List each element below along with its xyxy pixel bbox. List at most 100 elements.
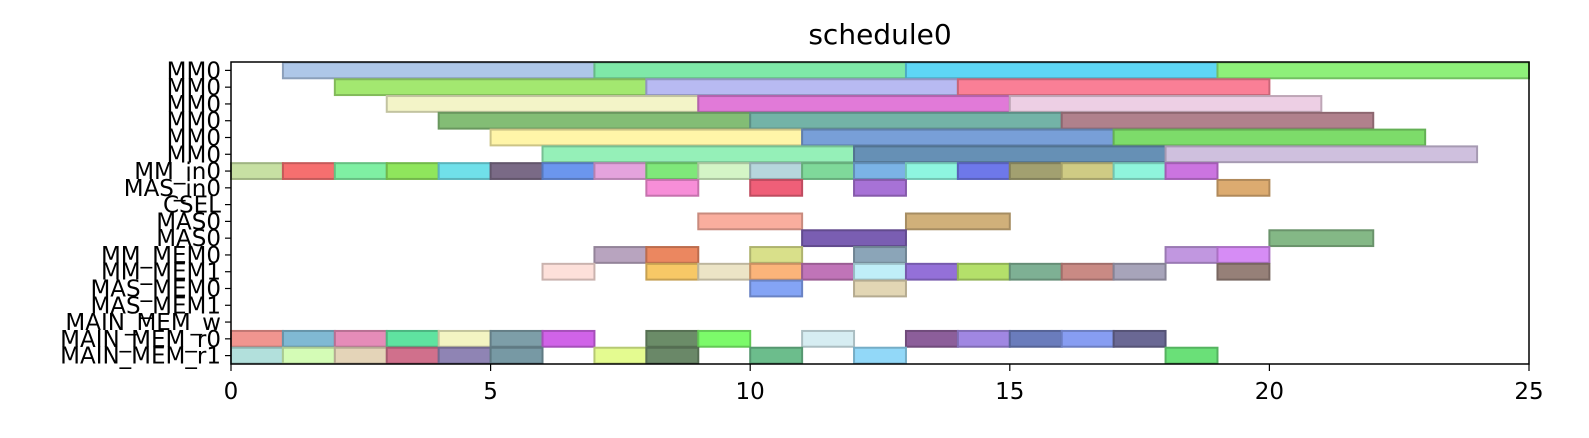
task-bar [437,346,492,365]
task-bar [697,329,752,348]
task-bar [1008,95,1323,113]
chart-title: schedule0 [808,18,951,51]
task-bar [853,162,907,180]
task-bar [593,162,648,180]
task-bar [593,346,648,365]
task-bar [645,246,700,264]
y-tick-label: MM0 [167,58,221,84]
task-bar [853,178,907,197]
y-tick-label: MM_in0 [134,159,221,185]
y-tick-label: MAS0 [156,209,221,235]
task-bar [593,61,907,80]
task-bar [853,262,907,281]
task-bar [1164,346,1219,365]
y-tick-label: MAS0 [156,226,221,252]
task-bar [801,229,907,248]
task-bar [1164,162,1219,180]
task-bar [1112,262,1167,281]
task-bar [281,346,336,365]
task-bar [904,329,959,348]
y-tick-label: MAIN_MEM_r0 [60,327,221,353]
task-bar [1216,61,1530,80]
task-bar [1060,262,1115,281]
task-bar [489,162,544,180]
task-bar [853,246,907,264]
task-bar [853,279,907,298]
task-bar [904,262,959,281]
x-tick-label: 25 [1514,379,1543,405]
task-bar [437,162,492,180]
task-bar [1008,329,1063,348]
task-bar [749,111,1063,130]
task-bar [230,162,284,180]
y-tick-label: MAS_MEM1 [90,293,221,319]
task-bar [333,162,388,180]
task-bar [281,61,596,80]
y-tick-label: MM0 [167,75,221,101]
task-bar [281,329,336,348]
x-tick-label: 15 [995,379,1024,405]
task-bar [853,145,1167,164]
y-axis: MM0MM0MM0MM0MM0MM0MM_in0MAS_in0CSELMAS0M… [60,58,231,370]
task-bar [749,246,804,264]
task-bar [333,78,648,97]
task-bar [801,128,1115,147]
x-tick-label: 0 [224,379,239,405]
y-tick-label: MM0 [167,92,221,118]
bars-layer [230,61,1530,365]
task-bar [1060,162,1115,180]
task-bar [645,262,700,281]
task-bar [697,212,804,231]
y-tick-label: MAIN_MEM_r1 [60,344,221,370]
plot-frame [230,61,1530,365]
task-bar [489,128,804,147]
y-tick-label: MM0 [167,142,221,168]
task-bar [333,346,388,365]
task-bar [1268,229,1375,248]
task-bar [385,162,440,180]
task-bar [1216,262,1271,281]
task-bar [1060,111,1375,130]
task-bar [1112,128,1427,147]
task-bar [437,329,492,348]
task-bar [489,329,544,348]
task-bar [541,145,856,164]
y-tick-label: MM_MEM0 [101,243,221,269]
task-bar [230,346,284,365]
task-bar [749,262,804,281]
y-tick-label: MM_MEM1 [101,260,221,286]
task-bar [1008,162,1063,180]
task-bar [541,262,596,281]
task-bar [1164,145,1479,164]
task-bar [904,61,1219,80]
task-bar [801,262,856,281]
task-bar [645,329,700,348]
task-bar [853,346,907,365]
task-bar [1008,262,1063,281]
task-bar [697,162,752,180]
task-bar [749,178,804,197]
y-tick-label: MM0 [167,109,221,135]
task-bar [281,162,336,180]
task-bar [645,78,959,97]
task-bar [385,329,440,348]
task-bar [1112,162,1167,180]
task-bar [749,346,804,365]
x-tick-label: 10 [736,379,765,405]
task-bar [645,162,700,180]
task-bar [1112,329,1167,348]
task-bar [956,78,1271,97]
task-bar [541,329,596,348]
y-tick-label: MAIN_MEM_w [65,310,221,336]
task-bar [697,95,1011,113]
task-bar [1164,246,1219,264]
task-bar [541,162,596,180]
task-bar [1216,178,1271,197]
y-tick-label: MM0 [167,126,221,152]
task-bar [904,212,1011,231]
task-bar [489,346,544,365]
x-axis: 0 5 10 15 20 25 [224,364,1544,405]
task-bar [956,162,1011,180]
task-bar [645,178,700,197]
